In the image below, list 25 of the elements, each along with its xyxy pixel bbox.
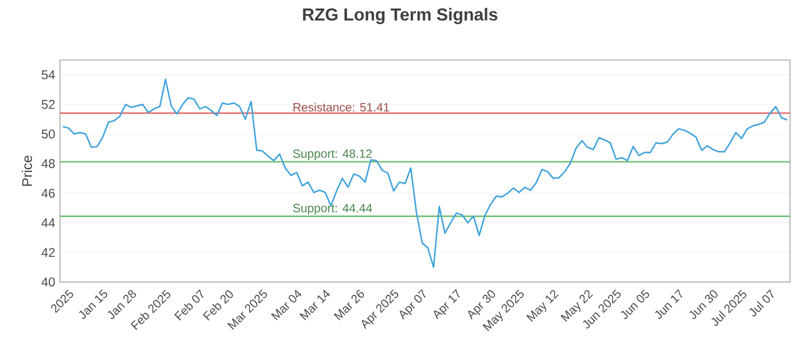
x-tick-label: Jun 05: [620, 289, 650, 320]
x-tick-label: Apr 17: [434, 289, 460, 320]
y-axis-title: Price: [22, 156, 32, 186]
x-tick-label: Mar 26: [334, 290, 364, 320]
ref-line-label: Support: 44.44: [293, 204, 372, 215]
y-tick-label: 40: [41, 278, 55, 286]
x-tick-label: Apr 07: [400, 289, 426, 320]
y-tick-label: 46: [41, 188, 55, 198]
y-tick-label: 44: [41, 218, 55, 228]
x-tick-label: Feb 07: [174, 289, 204, 321]
y-tick-label: 48: [41, 159, 55, 168]
x-tick-label: Jan 15: [78, 289, 108, 319]
x-tick-label: May 12: [526, 290, 559, 322]
x-tick-label: Jan 28: [108, 290, 136, 320]
x-tick-label: Feb 20: [202, 290, 233, 321]
chart-title: RZG Long Term Signals: [303, 8, 498, 24]
y-tick-label: 54: [42, 70, 55, 80]
x-tick-label: Jul 07: [749, 289, 774, 316]
y-tick-label: 52: [42, 100, 55, 109]
y-tick-label: 42: [41, 248, 55, 257]
y-tick-label: 50: [42, 130, 55, 138]
ref-line-label: Support: 48.12: [293, 149, 372, 160]
ref-line-label: Resistance: 51.41: [294, 102, 390, 112]
x-tick-label: Jun 17: [655, 289, 682, 319]
line-series: [62, 78, 788, 268]
